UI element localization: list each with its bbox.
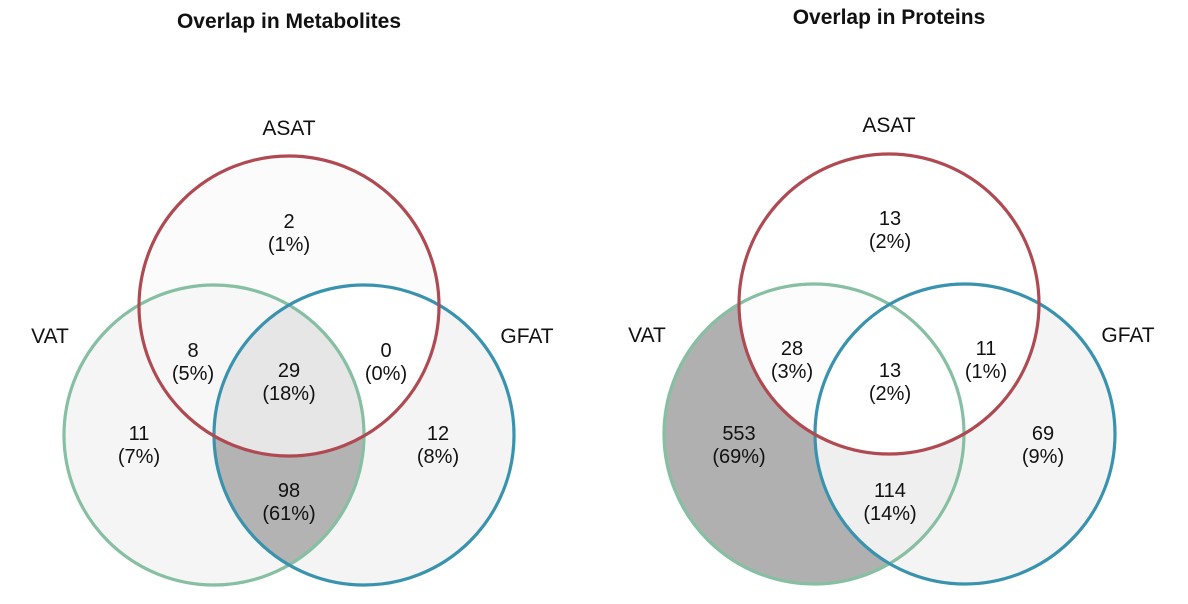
region-count-all-three: 13 — [879, 360, 901, 382]
region-count-all-three: 29 — [278, 360, 300, 382]
region-count-vat-gfat: 114 — [874, 480, 906, 502]
region-count-gfat-only: 12 — [427, 423, 449, 445]
set-label-vat: VAT — [31, 325, 69, 348]
region-percent-vat-gfat: (61%) — [262, 503, 315, 525]
circle-asat — [137, 154, 441, 458]
region-percent-vat-asat: (5%) — [172, 363, 214, 385]
region-percent-vat-asat: (3%) — [771, 361, 813, 383]
set-label-asat: ASAT — [862, 114, 915, 137]
region-count-vat-only: 553 — [722, 423, 755, 445]
region-percent-asat-gfat: (1%) — [965, 361, 1007, 383]
region-percent-all-three: (18%) — [262, 383, 315, 405]
region-percent-asat-gfat: (0%) — [365, 363, 407, 385]
region-percent-gfat-only: (9%) — [1022, 446, 1064, 468]
region-count-vat-gfat: 98 — [278, 480, 300, 502]
circle-asat — [737, 152, 1041, 456]
set-label-gfat: GFAT — [1101, 324, 1154, 347]
chart-title: Overlap in Proteins — [793, 6, 986, 29]
region-percent-asat-only: (2%) — [869, 231, 911, 253]
set-label-asat: ASAT — [262, 117, 315, 140]
region-count-vat-asat: 8 — [187, 340, 198, 362]
region-count-asat-gfat: 11 — [976, 338, 997, 360]
region-percent-all-three: (2%) — [869, 383, 911, 405]
region-count-vat-only: 11 — [129, 423, 150, 445]
set-label-gfat: GFAT — [500, 325, 553, 348]
region-count-vat-asat: 28 — [781, 338, 803, 360]
region-count-gfat-only: 69 — [1032, 423, 1054, 445]
set-label-vat: VAT — [628, 324, 666, 347]
region-count-asat-only: 2 — [283, 211, 294, 233]
chart-title: Overlap in Metabolites — [177, 10, 401, 33]
region-percent-vat-only: (7%) — [118, 446, 160, 468]
region-percent-vat-gfat: (14%) — [863, 503, 916, 525]
region-count-asat-gfat: 0 — [380, 340, 391, 362]
region-percent-gfat-only: (8%) — [417, 446, 459, 468]
region-percent-asat-only: (1%) — [268, 234, 310, 256]
region-percent-vat-only: (69%) — [712, 446, 765, 468]
region-count-asat-only: 13 — [879, 208, 901, 230]
